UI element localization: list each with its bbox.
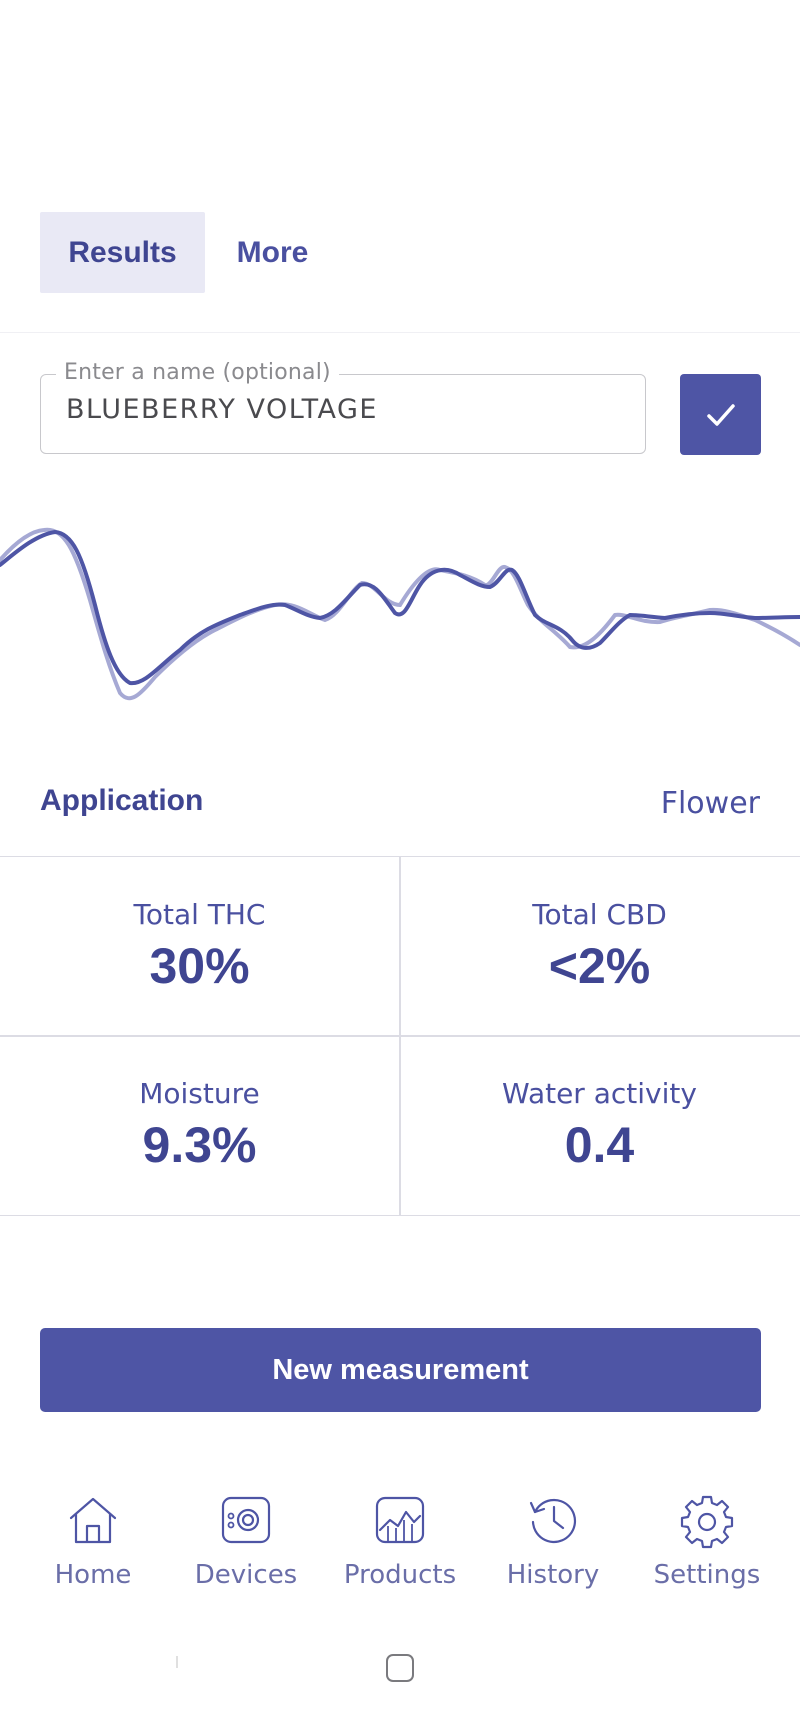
checkmark-icon xyxy=(706,403,735,426)
name-input-value[interactable]: BLUEBERRY VOLTAGE xyxy=(66,394,378,425)
nav-label-products: Products xyxy=(343,1560,457,1590)
nav-label-devices: Devices xyxy=(194,1560,298,1590)
history-icon xyxy=(529,1498,577,1544)
result-cell-moisture: Moisture 9.3% xyxy=(0,1036,399,1214)
result-cell-cbd: Total CBD <2% xyxy=(400,857,799,1035)
system-home-button[interactable] xyxy=(386,1654,414,1682)
result-value: <2% xyxy=(548,937,651,994)
divider xyxy=(0,332,800,333)
nav-item-products[interactable]: Products xyxy=(325,1490,475,1600)
spectrum-reference-line xyxy=(0,527,800,701)
nav-item-history[interactable]: History xyxy=(478,1490,628,1600)
new-measurement-label: New measurement xyxy=(272,1353,529,1386)
result-value: 0.4 xyxy=(564,1116,635,1173)
result-value: 9.3% xyxy=(142,1116,257,1173)
name-input-legend: Enter a name (optional) xyxy=(56,360,339,385)
result-cell-thc: Total THC 30% xyxy=(0,857,399,1035)
home-icon xyxy=(69,1497,117,1544)
nav-item-home[interactable]: Home xyxy=(18,1490,168,1600)
grid-divider-vertical xyxy=(399,856,401,1216)
result-cell-water-activity: Water activity 0.4 xyxy=(400,1036,799,1214)
result-label: Total THC xyxy=(133,897,266,931)
tab-more-label: More xyxy=(236,235,309,269)
spectrum-measured-line xyxy=(0,529,800,686)
tab-results[interactable]: Results xyxy=(40,212,205,293)
nav-item-devices[interactable]: Devices xyxy=(171,1490,321,1600)
result-value: 30% xyxy=(149,937,250,994)
application-value: Flower xyxy=(660,786,760,821)
nav-item-settings[interactable]: Settings xyxy=(632,1490,782,1600)
spectrum-graph xyxy=(0,527,800,701)
application-label: Application xyxy=(40,784,204,817)
nav-label-home: Home xyxy=(54,1560,132,1590)
nav-label-history: History xyxy=(506,1560,600,1590)
chart-icon xyxy=(375,1496,425,1544)
gear-icon xyxy=(680,1495,734,1549)
result-label: Total CBD xyxy=(532,897,667,931)
device-icon xyxy=(221,1496,271,1544)
name-input[interactable] xyxy=(40,374,646,454)
result-label: Water activity xyxy=(502,1076,697,1110)
nav-label-settings: Settings xyxy=(653,1560,761,1590)
tab-more[interactable]: More xyxy=(205,212,340,293)
recents-button[interactable] xyxy=(176,1656,178,1668)
confirm-name-button[interactable] xyxy=(680,374,761,455)
result-label: Moisture xyxy=(139,1076,260,1110)
tab-results-label: Results xyxy=(68,235,177,269)
new-measurement-button[interactable]: New measurement xyxy=(40,1328,761,1412)
